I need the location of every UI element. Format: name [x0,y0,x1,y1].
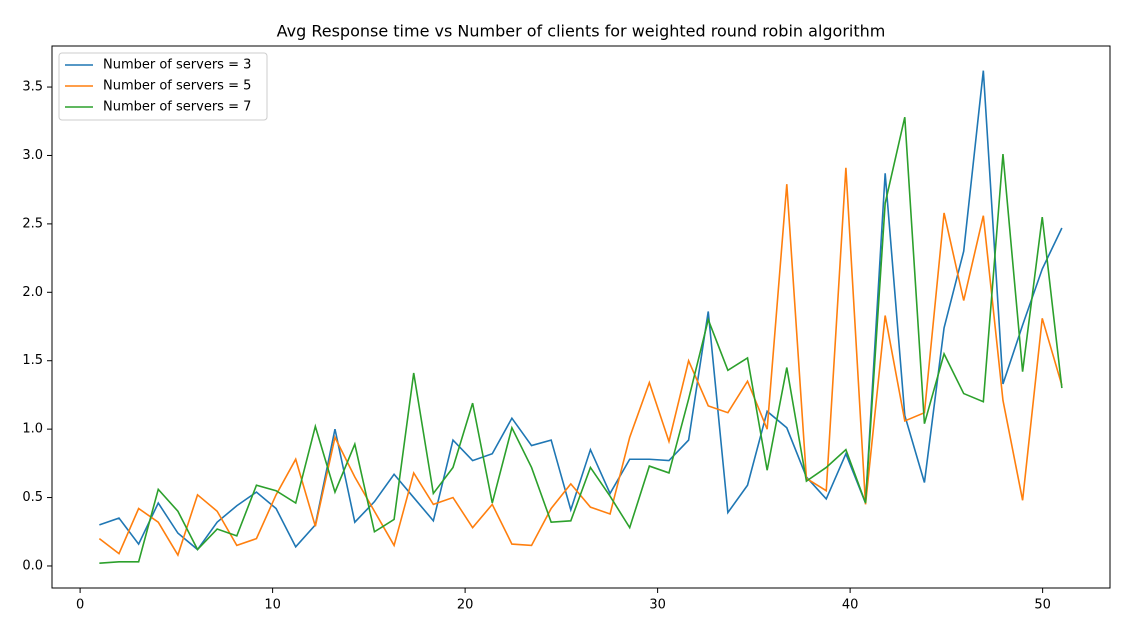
y-tick-label: 2.0 [22,285,43,300]
x-tick-label: 50 [1034,598,1051,613]
plot-frame [51,45,1111,589]
legend-box [58,52,268,121]
legend: Number of servers = 3 Number of servers =… [58,52,268,121]
series-line [99,116,1063,565]
x-tick-label: 20 [457,598,474,613]
y-tick-label: 1.5 [22,353,43,368]
legend-label: Number of servers = 3 [103,58,251,73]
series-line [99,70,1063,551]
x-tick-label: 30 [649,598,666,613]
y-tick-label: 1.0 [22,422,43,437]
x-tick-label: 10 [264,598,281,613]
x-tick-label: 40 [842,598,859,613]
y-tick-label: 2.5 [22,216,43,231]
y-tick-label: 3.0 [22,148,43,163]
y-tick-label: 3.5 [22,80,43,95]
y-tick-label: 0.5 [22,490,43,505]
legend-label: Number of servers = 7 [103,100,251,115]
chart-title: Avg Response time vs Number of clients f… [277,22,886,41]
x-tick-label: 0 [76,598,84,613]
y-tick-label: 0.0 [22,558,43,573]
legend-label: Number of servers = 5 [103,79,251,94]
